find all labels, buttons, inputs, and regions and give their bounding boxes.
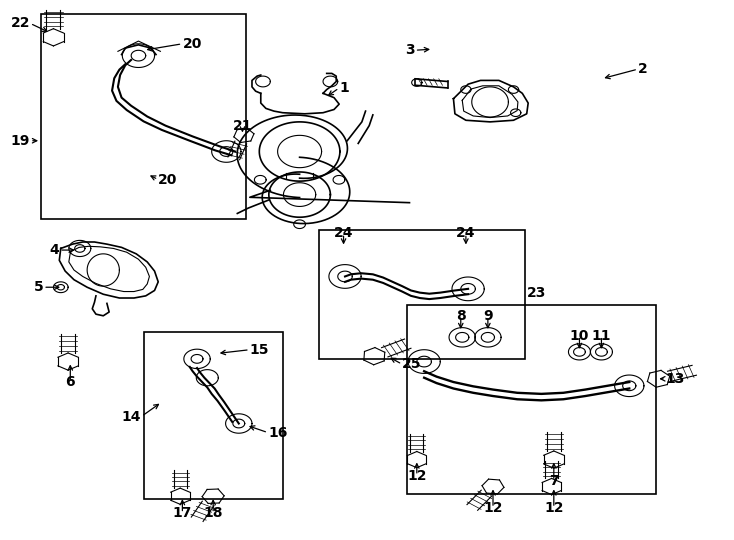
- Text: 2: 2: [638, 62, 648, 76]
- Text: 10: 10: [570, 329, 589, 343]
- Text: 13: 13: [666, 372, 686, 386]
- Text: 20: 20: [182, 37, 202, 51]
- Text: 18: 18: [203, 507, 223, 521]
- Text: 20: 20: [159, 172, 178, 186]
- Bar: [319, 230, 525, 359]
- Text: 11: 11: [592, 329, 611, 343]
- Text: 6: 6: [65, 375, 75, 389]
- Text: 9: 9: [483, 309, 493, 323]
- Text: 16: 16: [268, 426, 288, 440]
- Text: 12: 12: [407, 469, 426, 483]
- Text: 24: 24: [456, 226, 476, 240]
- Bar: [41, 14, 246, 219]
- Text: 22: 22: [10, 16, 30, 30]
- Bar: [407, 305, 656, 494]
- Text: 12: 12: [483, 501, 503, 515]
- Text: 17: 17: [172, 507, 192, 521]
- Text: 23: 23: [527, 286, 546, 300]
- Text: 15: 15: [250, 343, 269, 357]
- Text: 21: 21: [233, 119, 252, 133]
- Text: 1: 1: [339, 81, 349, 95]
- Text: 3: 3: [405, 43, 415, 57]
- Text: 24: 24: [334, 226, 353, 240]
- Text: 25: 25: [402, 357, 421, 372]
- Text: 5: 5: [34, 280, 43, 294]
- Text: 7: 7: [549, 474, 559, 488]
- Text: 8: 8: [456, 309, 465, 323]
- Text: 12: 12: [544, 501, 564, 515]
- Text: 4: 4: [50, 243, 59, 257]
- Bar: [144, 332, 283, 499]
- Text: 19: 19: [10, 134, 30, 148]
- Text: 14: 14: [122, 409, 142, 423]
